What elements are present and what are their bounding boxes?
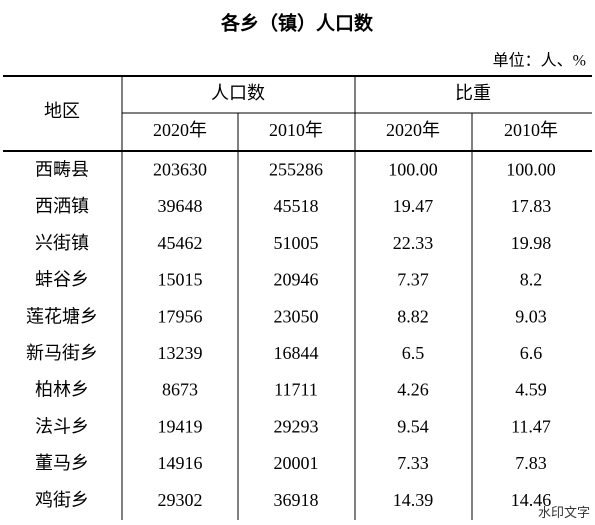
table-cell: 203630 xyxy=(153,159,207,179)
table-cell: 8.2 xyxy=(520,270,543,290)
table-cell: 9.03 xyxy=(515,306,547,326)
table-cell: 11.47 xyxy=(511,416,551,436)
table-cell: 莲花塘乡 xyxy=(26,306,98,326)
table-cell: 新马街乡 xyxy=(26,343,98,363)
table-cell: 39648 xyxy=(158,196,203,216)
table-cell: 6.6 xyxy=(520,343,543,363)
table-cell: 29293 xyxy=(274,416,319,436)
table-cell: 20946 xyxy=(274,270,319,290)
table-cell: 13239 xyxy=(158,343,203,363)
table-cell: 14.46 xyxy=(511,490,552,510)
header-cell: 2010年 xyxy=(269,120,323,140)
table-cell: 4.26 xyxy=(397,380,429,400)
table-cell: 董马乡 xyxy=(35,453,89,473)
table-cell: 8.82 xyxy=(397,306,429,326)
table-cell: 45518 xyxy=(274,196,319,216)
table-cell: 6.5 xyxy=(402,343,425,363)
table-cell: 19.98 xyxy=(511,233,552,253)
title: 各乡（镇）人口数 xyxy=(220,11,374,34)
table-cell: 14916 xyxy=(158,453,203,473)
table-cell: 蚌谷乡 xyxy=(35,270,89,290)
table-cell: 36918 xyxy=(274,490,319,510)
table-cell: 8673 xyxy=(162,380,198,400)
table-cell: 西洒镇 xyxy=(35,196,89,216)
table-cell: 7.33 xyxy=(397,453,429,473)
header-cell: 2020年 xyxy=(153,120,207,140)
table-cell: 9.54 xyxy=(397,416,429,436)
table-cell: 23050 xyxy=(274,306,319,326)
table-cell: 45462 xyxy=(158,233,203,253)
table-cell: 17956 xyxy=(158,306,203,326)
table-cell: 22.33 xyxy=(393,233,434,253)
header-cell: 地区 xyxy=(44,101,80,121)
table-cell: 20001 xyxy=(274,453,319,473)
table-cell: 7.83 xyxy=(515,453,547,473)
table-cell: 255286 xyxy=(269,159,323,179)
table-cell: 4.59 xyxy=(515,380,547,400)
table-cell: 19.47 xyxy=(393,196,434,216)
table-cell: 兴街镇 xyxy=(35,233,89,253)
unit: 单位：人、% xyxy=(493,52,586,70)
table-cell: 西畴县 xyxy=(35,159,89,179)
table-cell: 16844 xyxy=(274,343,319,363)
table-cell: 柏林乡 xyxy=(35,380,89,400)
table-cell: 15015 xyxy=(158,270,203,290)
header-cell: 比重 xyxy=(455,83,491,103)
table-cell: 51005 xyxy=(274,233,319,253)
header-cell: 2020年 xyxy=(386,120,440,140)
table-cell: 7.37 xyxy=(397,270,429,290)
table-cell: 11711 xyxy=(274,380,318,400)
header-cell: 人口数 xyxy=(211,83,265,103)
watermark: 水印文字 xyxy=(538,505,590,520)
table-cell: 14.39 xyxy=(393,490,434,510)
table-cell: 法斗乡 xyxy=(35,416,89,436)
table-cell: 29302 xyxy=(158,490,203,510)
table-cell: 17.83 xyxy=(511,196,552,216)
table-cell: 100.00 xyxy=(506,159,556,179)
table-cell: 100.00 xyxy=(388,159,438,179)
table-cell: 19419 xyxy=(158,416,203,436)
table-cell: 鸡街乡 xyxy=(35,490,89,510)
header-cell: 2010年 xyxy=(504,120,558,140)
